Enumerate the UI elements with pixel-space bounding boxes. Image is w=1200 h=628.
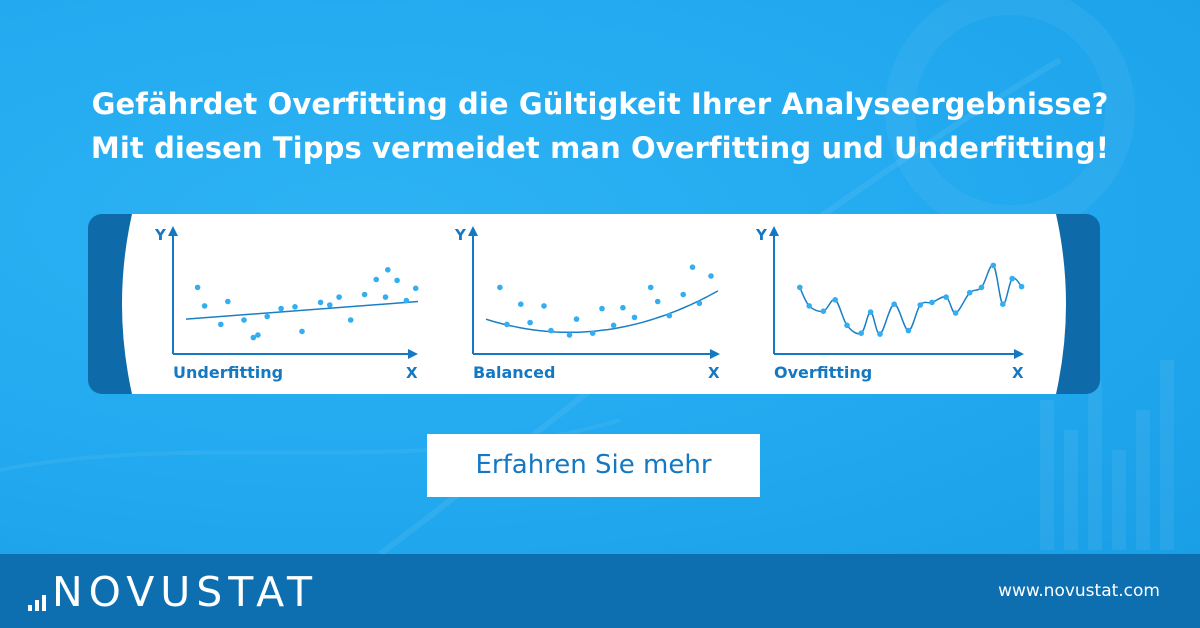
footer: NOVUSTAT www.novustat.com	[0, 554, 1200, 628]
data-point	[292, 304, 298, 310]
data-point	[1009, 275, 1015, 282]
data-point	[943, 294, 949, 300]
data-point	[327, 302, 333, 308]
y-axis-label: Y	[454, 226, 467, 244]
data-point	[278, 305, 284, 312]
data-point	[820, 308, 827, 314]
data-point	[689, 264, 696, 270]
data-point	[241, 317, 247, 323]
data-point	[412, 285, 419, 292]
data-point	[680, 291, 686, 298]
data-point	[1000, 301, 1006, 307]
data-point	[877, 331, 883, 337]
chart-2: Y X Balanced	[454, 226, 720, 382]
data-point	[631, 314, 638, 321]
y-axis-arrow	[769, 226, 779, 236]
fit-line	[485, 290, 719, 334]
x-axis-arrow	[408, 349, 418, 359]
chart-1: Y X Underfitting	[154, 226, 419, 382]
bar-chart-icon	[28, 595, 46, 611]
data-point	[708, 273, 714, 279]
data-point	[654, 298, 661, 305]
data-point	[966, 289, 973, 296]
data-point	[336, 294, 342, 300]
data-point	[858, 330, 864, 336]
data-point	[952, 310, 959, 316]
data-point	[394, 277, 400, 284]
learn-more-button[interactable]: Erfahren Sie mehr	[427, 434, 760, 497]
headline-line-1: Gefährdet Overfitting die Gültigkeit Ihr…	[91, 87, 1109, 121]
data-point	[647, 284, 654, 291]
data-point	[548, 327, 554, 334]
data-point	[361, 291, 368, 298]
data-point	[504, 321, 510, 328]
charts-card: Y X Underfitting Y X Balanced Y X Overfitting	[88, 214, 1100, 394]
fit-line	[185, 300, 419, 320]
data-point	[194, 284, 201, 291]
headline: Gefährdet Overfitting die Gültigkeit Ihr…	[0, 82, 1200, 170]
x-axis-label: X	[1012, 364, 1024, 382]
y-axis-arrow	[468, 226, 478, 236]
data-point	[250, 334, 257, 341]
y-axis-arrow	[168, 226, 178, 236]
data-point	[518, 301, 524, 307]
data-point	[566, 332, 573, 338]
data-point	[929, 299, 935, 306]
y-axis-label: Y	[154, 226, 167, 244]
data-point	[832, 297, 838, 303]
data-point	[299, 328, 305, 335]
data-point	[403, 297, 410, 304]
chart-3: Y X Overfitting	[755, 226, 1025, 382]
x-axis-arrow	[1014, 349, 1024, 359]
data-point	[1018, 283, 1025, 290]
charts-svg: Y X Underfitting Y X Balanced Y X Overfitting	[88, 214, 1100, 394]
data-point	[620, 304, 626, 311]
brand-logo[interactable]: NOVUSTAT	[28, 570, 428, 614]
headline-line-2: Mit diesen Tipps vermeidet man Overfitti…	[90, 131, 1110, 165]
data-point	[905, 327, 912, 334]
data-point	[599, 305, 605, 312]
data-point	[696, 300, 703, 307]
data-point	[347, 317, 354, 323]
chart-caption: Overfitting	[774, 363, 872, 382]
data-point	[990, 262, 997, 269]
data-point	[385, 267, 391, 273]
data-point	[666, 312, 673, 319]
data-point	[317, 299, 324, 306]
data-point	[201, 303, 208, 309]
data-point	[978, 284, 985, 291]
data-point	[541, 303, 547, 309]
data-point	[806, 303, 812, 309]
data-point	[917, 302, 923, 308]
data-point	[264, 313, 270, 320]
data-point	[225, 298, 231, 305]
data-point	[218, 321, 224, 328]
data-point	[867, 309, 874, 315]
y-axis-label: Y	[755, 226, 768, 244]
data-point	[844, 322, 850, 329]
data-point	[797, 284, 803, 291]
data-point	[891, 301, 897, 307]
chart-caption: Underfitting	[173, 363, 283, 382]
data-point	[589, 330, 596, 336]
data-point	[527, 319, 533, 326]
data-point	[497, 284, 503, 291]
data-point	[610, 322, 617, 329]
website-url[interactable]: www.novustat.com	[998, 581, 1160, 601]
x-axis-label: X	[708, 364, 720, 382]
brand-name: NOVUSTAT	[52, 568, 319, 616]
data-point	[573, 316, 580, 322]
card-face	[122, 214, 1066, 394]
data-point	[382, 294, 389, 300]
x-axis-arrow	[710, 349, 720, 359]
data-point	[255, 332, 261, 338]
data-point	[373, 276, 380, 283]
chart-caption: Balanced	[473, 363, 555, 382]
x-axis-label: X	[406, 364, 418, 382]
